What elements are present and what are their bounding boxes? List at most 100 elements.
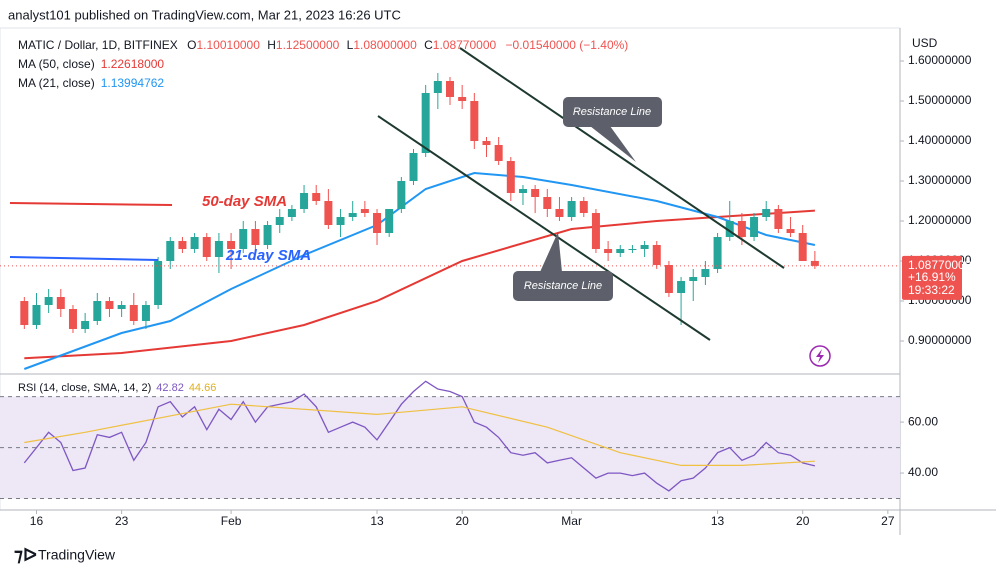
change: −0.01540000 (−1.40%) (506, 38, 629, 52)
candle-body (798, 233, 807, 261)
ohlc-value: 1.10010000 (197, 38, 261, 52)
sma50-annotation: 50-day SMA (202, 193, 287, 210)
x-tick-label: Feb (221, 514, 242, 528)
candle-body (190, 237, 199, 249)
candle-body (689, 277, 698, 281)
candle-body (68, 309, 77, 329)
byline: analyst101 published on TradingView.com,… (8, 7, 401, 22)
candle-body (409, 153, 418, 181)
candle-body (616, 249, 625, 253)
candle-body (446, 81, 454, 97)
candle-body (44, 297, 53, 305)
candle-body (348, 213, 357, 217)
callout-box (513, 271, 613, 301)
candle-body (810, 260, 819, 266)
symbol: MATIC / Dollar, 1D, BITFINEX (18, 38, 178, 52)
ma21-legend: MA (21, close) 1.13994762 (18, 76, 164, 90)
ohlc-label: O (187, 38, 196, 52)
sma21-drawing (9, 256, 159, 261)
legend-value: 1.22618000 (101, 57, 165, 71)
x-tick-label: 13 (370, 514, 384, 528)
callout-pointer (590, 126, 636, 162)
legend-value: 44.66 (189, 382, 217, 394)
x-tick-label: 20 (796, 514, 810, 528)
legend-value: 1.13994762 (101, 76, 165, 90)
line-series (24, 403, 815, 466)
candle-body (275, 217, 284, 225)
x-tick-label: 23 (115, 514, 129, 528)
plot-area (0, 73, 900, 492)
ohlc-value: 1.08000000 (353, 38, 417, 52)
candle-body (555, 209, 564, 217)
rsi-tick-label: 40.00 (908, 465, 938, 479)
candle-body (178, 241, 187, 249)
candle-body (506, 161, 515, 193)
x-tick-label: 13 (711, 514, 725, 528)
rsi-band-group (0, 396, 900, 500)
candle-body (518, 189, 527, 193)
bar-countdown: 19:33:22 (908, 283, 955, 297)
resistance-line-upper (459, 47, 785, 269)
callout-text: Resistance Line (524, 280, 602, 292)
legend-name: MA (50, close) (18, 57, 95, 71)
y-tick-label: 1.40000000 (908, 133, 972, 147)
candle-body (628, 249, 637, 250)
symbol-legend: MATIC / Dollar, 1D, BITFINEX O1.10010000… (18, 38, 628, 52)
candle-body (494, 145, 503, 161)
candle-body (567, 201, 576, 217)
y-tick-label: 1.30000000 (908, 173, 972, 187)
ohlc-label: L (347, 38, 354, 52)
sma21-annotation: 21-day SMA (225, 247, 311, 264)
candle-body (105, 301, 114, 309)
callout-text: Resistance Line (573, 106, 651, 118)
line-series (23, 171, 816, 370)
currency-label: USD (912, 36, 938, 50)
legend-value: 42.82 (156, 382, 184, 394)
rsi-legend: RSI (14, close, SMA, 14, 2) 42.82 44.66 (18, 382, 216, 394)
axis-group: 0.900000001.000000001.100000001.20000000… (30, 53, 972, 528)
y-tick-label: 1.60000000 (908, 53, 972, 67)
candle-body (677, 281, 686, 293)
candle-body (433, 81, 442, 93)
alert-icon (809, 345, 831, 367)
ma50-legend: MA (50, close) 1.22618000 (18, 57, 164, 71)
legend-name: RSI (14, close, SMA, 14, 2) (18, 382, 151, 394)
line-series (24, 209, 815, 360)
resistance-line-lower (377, 115, 711, 341)
candle-body (166, 241, 175, 261)
candle-body (640, 245, 649, 249)
candle-body (154, 261, 163, 305)
ohlc-label: H (267, 38, 276, 52)
y-tick-label: 1.50000000 (908, 93, 972, 107)
candle-body (336, 217, 345, 225)
y-tick-label: 1.20000000 (908, 213, 972, 227)
brand-logo: ⁊ᐅ (14, 545, 37, 565)
legend-name: MA (21, close) (18, 76, 95, 90)
candle-body (227, 241, 236, 249)
ohlc-label: C (424, 38, 433, 52)
candle-body (750, 217, 759, 237)
candle-body (470, 101, 479, 141)
candle-body (604, 249, 613, 253)
x-tick-label: 20 (455, 514, 469, 528)
candle-body (385, 209, 394, 233)
candle-body (458, 97, 467, 101)
candle-body (81, 321, 90, 329)
last-price: 1.08770000 (908, 258, 972, 272)
sma50-drawing (9, 202, 173, 206)
x-tick-label: 16 (30, 514, 44, 528)
ohlc-value: 1.08770000 (433, 38, 497, 52)
candle-body (664, 265, 673, 293)
price-box-group: 1.08770000+16.91%19:33:22 (902, 255, 972, 300)
x-tick-label: 27 (881, 514, 895, 528)
rsi-tick-label: 60.00 (908, 414, 938, 428)
candle-body (531, 189, 540, 197)
alert-bolt (816, 349, 824, 363)
candle-body (786, 229, 795, 233)
candle-body (482, 141, 491, 145)
candle-body (239, 229, 248, 249)
candle-body (141, 305, 150, 321)
line-series (23, 380, 816, 492)
candle-body (737, 221, 746, 237)
candle-body (56, 297, 65, 309)
